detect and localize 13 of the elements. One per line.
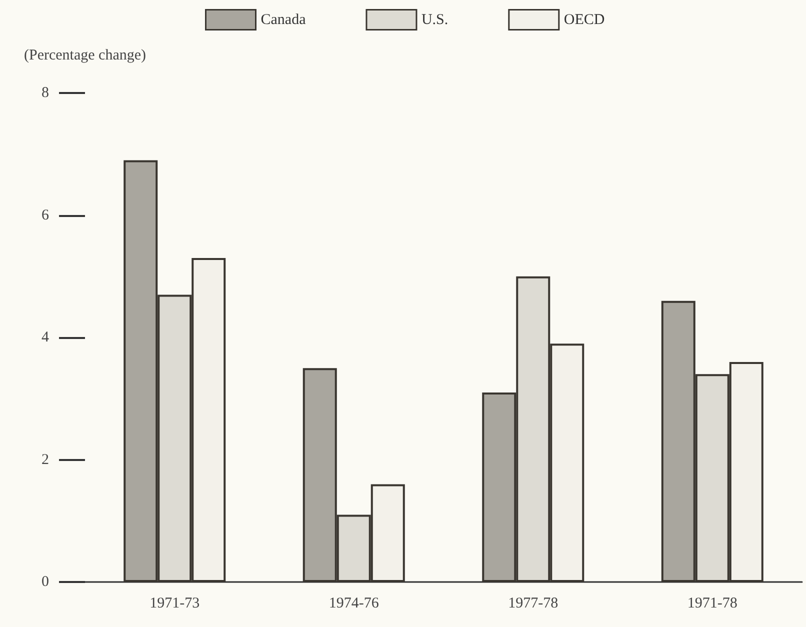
x-tick-label: 1974-76 [328,596,380,612]
y-axis-title: (Percentage change) [24,48,146,64]
y-tick-label: 6 [42,207,50,224]
x-tick-label: 1971-73 [150,596,200,612]
x-tick-label: 1977-78 [508,596,558,612]
y-tick-label: 4 [42,330,50,346]
y-tick-label: 0 [42,574,49,590]
y-tick-label: 2 [42,452,49,468]
legend-label: Canada [260,12,306,28]
legend-label: OECD [564,12,605,28]
y-tick-label: 8 [42,85,49,101]
legend-label: U.S. [421,12,448,28]
x-tick-label: 1971-78 [687,596,738,612]
